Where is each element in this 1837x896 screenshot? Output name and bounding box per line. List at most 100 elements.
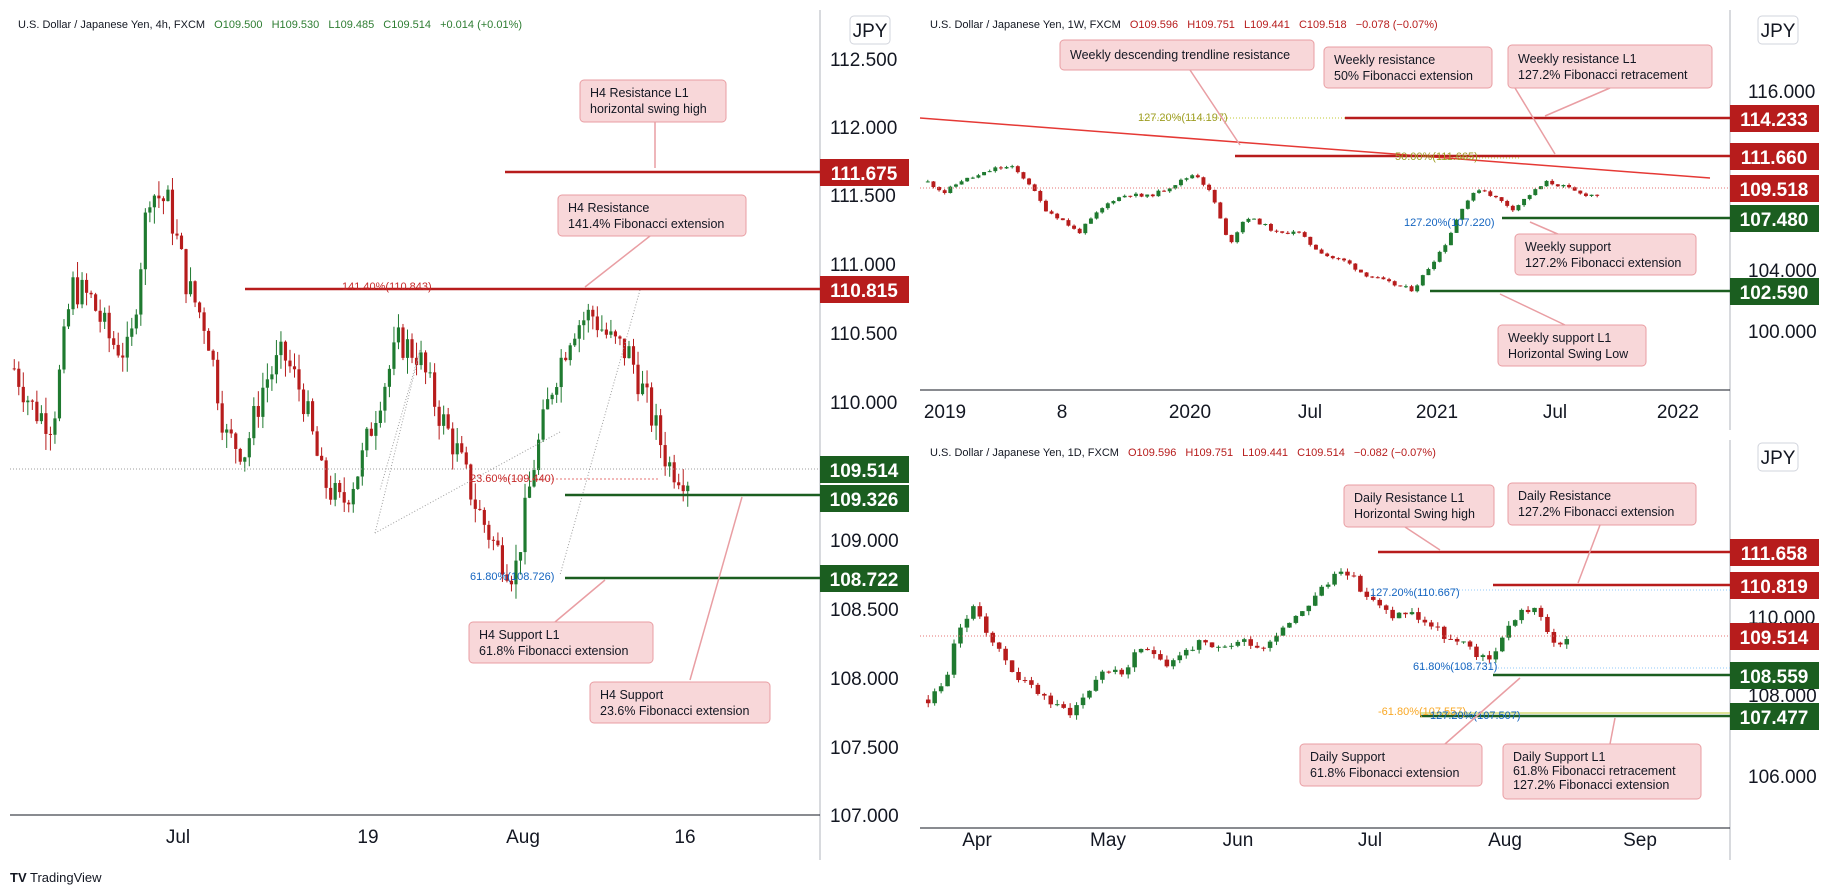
candle xyxy=(1054,699,1060,707)
price-tick: 100.000 xyxy=(1748,322,1817,343)
svg-text:102.590: 102.590 xyxy=(1740,283,1809,304)
candle xyxy=(71,271,75,315)
candle xyxy=(306,390,310,417)
candle xyxy=(1257,218,1262,225)
candle xyxy=(1561,184,1566,188)
candle xyxy=(356,476,360,490)
candle xyxy=(559,349,563,403)
candle xyxy=(1252,218,1257,220)
price-tick: 108.000 xyxy=(1748,686,1817,707)
candle xyxy=(21,372,25,412)
candle xyxy=(1351,572,1357,578)
candle xyxy=(148,201,152,223)
candle xyxy=(374,410,378,450)
candle xyxy=(532,459,536,488)
candle xyxy=(604,322,608,339)
candle xyxy=(130,317,134,346)
candle xyxy=(1015,165,1020,174)
candle xyxy=(1297,231,1302,234)
candle xyxy=(193,280,197,308)
candle xyxy=(451,422,455,470)
candle xyxy=(1042,692,1047,700)
candle xyxy=(1222,644,1228,648)
price-tick: 116.000 xyxy=(1748,82,1815,103)
candle xyxy=(600,315,604,332)
candle xyxy=(1027,177,1032,186)
candle xyxy=(94,292,98,312)
candle xyxy=(1482,189,1487,192)
candle xyxy=(464,446,468,469)
time-tick: Jul xyxy=(166,827,190,848)
candle xyxy=(288,349,292,373)
svg-text:108.559: 108.559 xyxy=(1740,667,1809,688)
candle xyxy=(1010,164,1015,169)
candle xyxy=(1409,284,1414,292)
candle xyxy=(107,305,111,353)
candle xyxy=(175,219,179,240)
candle xyxy=(1022,676,1028,683)
candle xyxy=(1132,649,1137,672)
candle xyxy=(1396,612,1402,619)
candle xyxy=(1493,647,1499,663)
candle xyxy=(229,418,233,438)
candle xyxy=(1254,642,1260,649)
candle xyxy=(640,370,645,396)
candle xyxy=(1330,255,1335,260)
svg-text:61.8% Fibonacci extension: 61.8% Fibonacci extension xyxy=(479,644,628,658)
candle xyxy=(555,382,559,403)
candle xyxy=(188,267,193,297)
candle xyxy=(1551,628,1557,647)
svg-text:109.518: 109.518 xyxy=(1740,180,1809,201)
candle xyxy=(931,181,936,189)
candle xyxy=(1302,231,1307,238)
candle xyxy=(1139,193,1144,198)
candle xyxy=(1377,598,1382,609)
candle xyxy=(1583,192,1588,198)
candle xyxy=(1093,675,1099,692)
candle xyxy=(405,329,410,374)
candle xyxy=(1280,625,1286,636)
candle xyxy=(152,194,156,224)
candle xyxy=(166,185,170,202)
w1-note-res-l1: Weekly resistance L1 127.2% Fibonacci re… xyxy=(1507,44,1713,117)
svg-text:H4 Support: H4 Support xyxy=(600,688,664,702)
candle xyxy=(948,185,953,194)
candle xyxy=(1312,592,1318,607)
candle xyxy=(1229,643,1234,650)
candle xyxy=(627,340,631,359)
candle xyxy=(1105,202,1110,210)
svg-text:H4 Resistance: H4 Resistance xyxy=(568,201,649,215)
candle xyxy=(1338,568,1344,576)
candle xyxy=(518,552,523,575)
svg-text:127.2% Fibonacci extension: 127.2% Fibonacci extension xyxy=(1513,778,1669,792)
candle xyxy=(681,469,685,502)
w1-currency: JPY xyxy=(1761,21,1796,42)
candle xyxy=(378,401,382,428)
candle xyxy=(993,166,998,173)
candle xyxy=(1167,188,1172,193)
svg-text:Weekly resistance L1: Weekly resistance L1 xyxy=(1518,52,1637,66)
d1-header: U.S. Dollar / Japanese Yen, 1D, FXCM O10… xyxy=(930,447,1436,459)
candle xyxy=(1274,229,1279,234)
h4-fib-618: 61.80%(108.726) xyxy=(470,571,554,583)
candle xyxy=(1074,702,1079,720)
candle xyxy=(1461,641,1466,644)
candle xyxy=(1488,189,1493,197)
candle xyxy=(1319,584,1324,597)
d1-panel: U.S. Dollar / Japanese Yen, 1D, FXCM O10… xyxy=(920,440,1819,860)
svg-text:Horizontal Swing Low: Horizontal Swing Low xyxy=(1508,347,1629,361)
candle xyxy=(1353,263,1358,272)
candle xyxy=(1268,222,1273,232)
candle xyxy=(613,329,618,344)
candle xyxy=(514,544,518,599)
candle xyxy=(591,305,595,330)
candle xyxy=(1207,183,1212,192)
candle xyxy=(478,499,482,511)
candle xyxy=(1125,664,1131,679)
candle xyxy=(965,177,970,182)
brand-logo[interactable]: TV TradingView xyxy=(10,870,102,885)
candle xyxy=(1267,639,1273,652)
candle xyxy=(1248,636,1253,649)
candle xyxy=(292,353,297,378)
candle xyxy=(500,537,505,582)
